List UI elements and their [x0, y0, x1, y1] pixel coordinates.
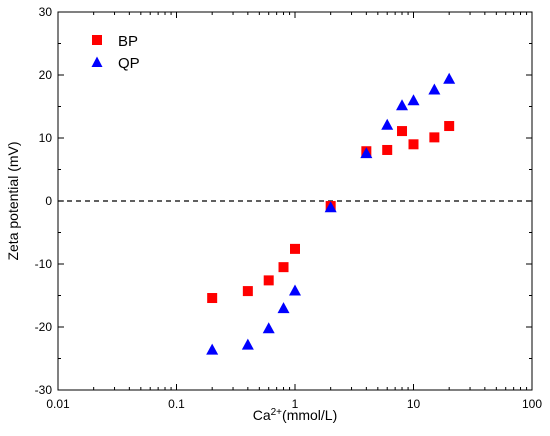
legend-label-bp: BP: [118, 33, 138, 50]
point-qp: [443, 72, 456, 84]
point-bp: [207, 293, 218, 304]
point-qp: [289, 284, 301, 296]
point-bp: [397, 126, 408, 137]
point-qp: [381, 118, 394, 130]
point-bp: [278, 262, 289, 273]
x-tick-label: 1: [292, 397, 299, 411]
point-qp: [262, 322, 275, 334]
y-tick-label: -30: [35, 383, 53, 397]
legend-marker-qp: [91, 56, 103, 67]
axis-ticks: [57, 11, 533, 391]
x-tick-label: 100: [522, 397, 542, 411]
point-bp: [290, 243, 300, 254]
legend-marker-bp: [92, 35, 102, 45]
point-qp: [324, 201, 337, 213]
y-tick-label: 0: [45, 194, 52, 208]
point-bp: [408, 139, 419, 150]
y-tick-label: -20: [35, 320, 53, 334]
data-markers: [206, 72, 456, 355]
x-tick-label: 0.1: [168, 397, 185, 411]
point-qp: [407, 94, 420, 106]
legend-label-qp: QP: [118, 55, 140, 72]
point-bp: [444, 121, 455, 132]
point-bp: [429, 132, 440, 143]
point-qp: [396, 99, 409, 111]
point-qp: [360, 147, 373, 159]
y-tick-label: 10: [39, 131, 53, 145]
y-tick-label: 20: [39, 68, 53, 82]
point-qp: [428, 83, 441, 95]
point-qp: [206, 343, 219, 355]
axis-tick-labels: 0.01 0.1 1 10 100 -30 -20 -10 0 10 20 30: [35, 5, 543, 411]
point-bp: [242, 286, 253, 297]
point-bp: [382, 144, 393, 155]
point-qp: [241, 338, 254, 350]
legend: BP QP: [91, 33, 140, 72]
x-tick-label: 0.01: [46, 397, 70, 411]
y-axis-label: Zeta potential (mV): [5, 141, 21, 260]
y-tick-label: 30: [39, 5, 53, 19]
x-tick-label: 10: [407, 397, 421, 411]
point-qp: [277, 302, 290, 314]
y-tick-label: -10: [35, 257, 53, 271]
point-bp: [263, 275, 274, 286]
x-axis-label: Ca2+(mmol/L): [253, 407, 338, 424]
